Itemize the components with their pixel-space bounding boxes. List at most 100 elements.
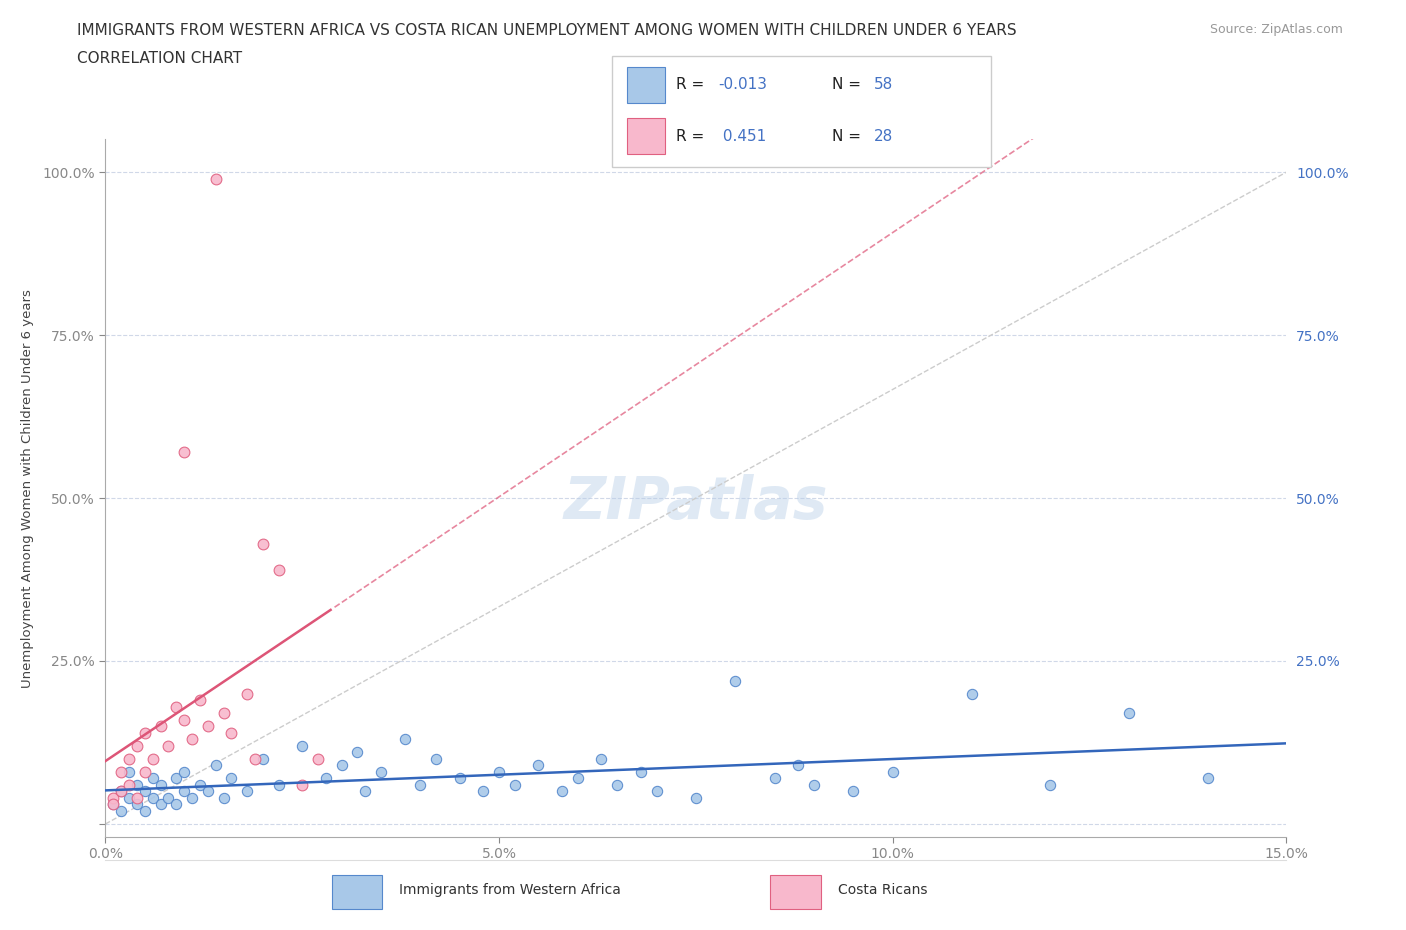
Point	[188, 777, 211, 792]
Point	[409, 777, 432, 792]
Point	[197, 719, 219, 734]
Point	[212, 790, 235, 805]
Bar	[627, 118, 665, 154]
Point	[1118, 706, 1140, 721]
Text: R =: R =	[676, 77, 709, 92]
Text: -0.013: -0.013	[718, 77, 766, 92]
Point	[787, 758, 810, 773]
Point	[204, 171, 226, 186]
Point	[449, 771, 471, 786]
Point	[842, 784, 865, 799]
Point	[157, 738, 180, 753]
Point	[803, 777, 825, 792]
Point	[173, 784, 195, 799]
Point	[354, 784, 377, 799]
Point	[110, 784, 132, 799]
Point	[142, 790, 165, 805]
Point	[149, 797, 172, 812]
Text: 0.451: 0.451	[718, 128, 766, 143]
Point	[291, 738, 314, 753]
Point	[236, 784, 259, 799]
Point	[315, 771, 337, 786]
Point	[134, 804, 156, 818]
Point	[267, 777, 290, 792]
Text: N =: N =	[832, 77, 866, 92]
Point	[134, 725, 156, 740]
Point	[118, 764, 141, 779]
Point	[110, 764, 132, 779]
Point	[221, 771, 243, 786]
Bar	[332, 875, 382, 909]
Point	[252, 751, 274, 766]
Point	[307, 751, 329, 766]
Point	[142, 751, 165, 766]
Text: N =: N =	[832, 128, 866, 143]
Point	[236, 686, 259, 701]
Point	[134, 784, 156, 799]
Point	[125, 777, 148, 792]
Point	[165, 797, 187, 812]
Point	[142, 771, 165, 786]
Point	[645, 784, 668, 799]
Point	[960, 686, 983, 701]
Point	[197, 784, 219, 799]
Point	[134, 764, 156, 779]
Point	[125, 738, 148, 753]
Point	[291, 777, 314, 792]
Point	[630, 764, 652, 779]
Point	[882, 764, 904, 779]
Point	[591, 751, 613, 766]
Point	[346, 745, 368, 760]
Point	[149, 777, 172, 792]
Point	[103, 790, 125, 805]
Point	[181, 790, 204, 805]
Point	[425, 751, 447, 766]
Point	[488, 764, 510, 779]
Text: CORRELATION CHART: CORRELATION CHART	[77, 51, 242, 66]
Point	[118, 790, 141, 805]
Text: 58: 58	[873, 77, 893, 92]
Point	[267, 563, 290, 578]
Point	[212, 706, 235, 721]
Point	[173, 764, 195, 779]
Point	[503, 777, 526, 792]
Text: 28: 28	[873, 128, 893, 143]
Point	[1039, 777, 1062, 792]
Point	[330, 758, 353, 773]
Point	[1197, 771, 1219, 786]
Point	[165, 699, 187, 714]
Point	[103, 797, 125, 812]
Point	[125, 790, 148, 805]
FancyBboxPatch shape	[612, 56, 991, 167]
Point	[173, 445, 195, 459]
Point	[165, 771, 187, 786]
Point	[252, 537, 274, 551]
Point	[394, 732, 416, 747]
Point	[188, 693, 211, 708]
Point	[243, 751, 266, 766]
Point	[370, 764, 392, 779]
Point	[685, 790, 707, 805]
Point	[149, 719, 172, 734]
Point	[527, 758, 550, 773]
Text: ZIPatlas: ZIPatlas	[564, 473, 828, 531]
Text: Costa Ricans: Costa Ricans	[838, 884, 928, 897]
Point	[724, 673, 747, 688]
Text: Source: ZipAtlas.com: Source: ZipAtlas.com	[1209, 23, 1343, 36]
Point	[181, 732, 204, 747]
Point	[204, 758, 226, 773]
Point	[173, 712, 195, 727]
Point	[221, 725, 243, 740]
Point	[606, 777, 628, 792]
Point	[567, 771, 589, 786]
Point	[118, 777, 141, 792]
Point	[763, 771, 786, 786]
Text: Immigrants from Western Africa: Immigrants from Western Africa	[399, 884, 621, 897]
Point	[110, 784, 132, 799]
Point	[551, 784, 574, 799]
Point	[472, 784, 495, 799]
Text: IMMIGRANTS FROM WESTERN AFRICA VS COSTA RICAN UNEMPLOYMENT AMONG WOMEN WITH CHIL: IMMIGRANTS FROM WESTERN AFRICA VS COSTA …	[77, 23, 1017, 38]
Y-axis label: Unemployment Among Women with Children Under 6 years: Unemployment Among Women with Children U…	[21, 289, 34, 687]
Point	[103, 797, 125, 812]
Point	[110, 804, 132, 818]
